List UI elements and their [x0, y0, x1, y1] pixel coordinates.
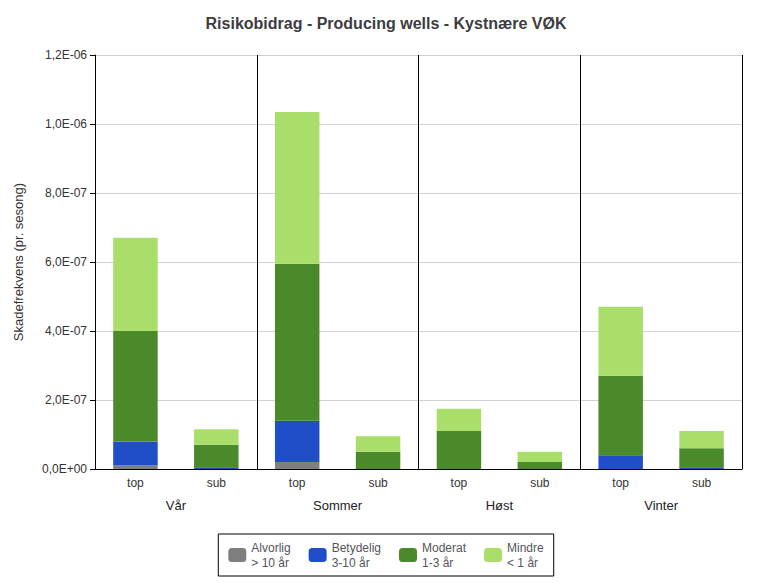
svg-text:sub: sub: [692, 476, 712, 490]
svg-text:4,0E-07: 4,0E-07: [45, 324, 87, 338]
svg-text:2,0E-07: 2,0E-07: [45, 393, 87, 407]
svg-text:Skadefrekvens (pr. sesong): Skadefrekvens (pr. sesong): [11, 183, 26, 341]
svg-text:> 10 år: > 10 år: [251, 556, 289, 570]
svg-text:1,2E-06: 1,2E-06: [45, 48, 87, 62]
svg-text:top: top: [451, 476, 468, 490]
svg-text:3-10 år: 3-10 år: [332, 556, 370, 570]
svg-text:8,0E-07: 8,0E-07: [45, 186, 87, 200]
svg-text:Vinter: Vinter: [644, 498, 678, 513]
svg-text:6,0E-07: 6,0E-07: [45, 255, 87, 269]
svg-text:1-3 år: 1-3 år: [422, 556, 453, 570]
svg-text:top: top: [612, 476, 629, 490]
svg-text:top: top: [127, 476, 144, 490]
svg-text:Mindre: Mindre: [507, 541, 544, 555]
svg-text:sub: sub: [530, 476, 550, 490]
svg-text:0,0E+00: 0,0E+00: [42, 462, 87, 476]
svg-text:Sommer: Sommer: [313, 498, 363, 513]
svg-text:sub: sub: [368, 476, 388, 490]
svg-text:Alvorlig: Alvorlig: [251, 541, 290, 555]
svg-text:top: top: [289, 476, 306, 490]
svg-text:Vår: Vår: [166, 498, 187, 513]
svg-text:1,0E-06: 1,0E-06: [45, 117, 87, 131]
svg-text:Moderat: Moderat: [422, 541, 467, 555]
svg-text:sub: sub: [207, 476, 227, 490]
svg-text:Risikobidrag - Producing wells: Risikobidrag - Producing wells - Kystnær…: [206, 15, 567, 32]
svg-text:Betydelig: Betydelig: [332, 541, 381, 555]
svg-text:Høst: Høst: [486, 498, 514, 513]
svg-text:< 1 år: < 1 år: [507, 556, 538, 570]
